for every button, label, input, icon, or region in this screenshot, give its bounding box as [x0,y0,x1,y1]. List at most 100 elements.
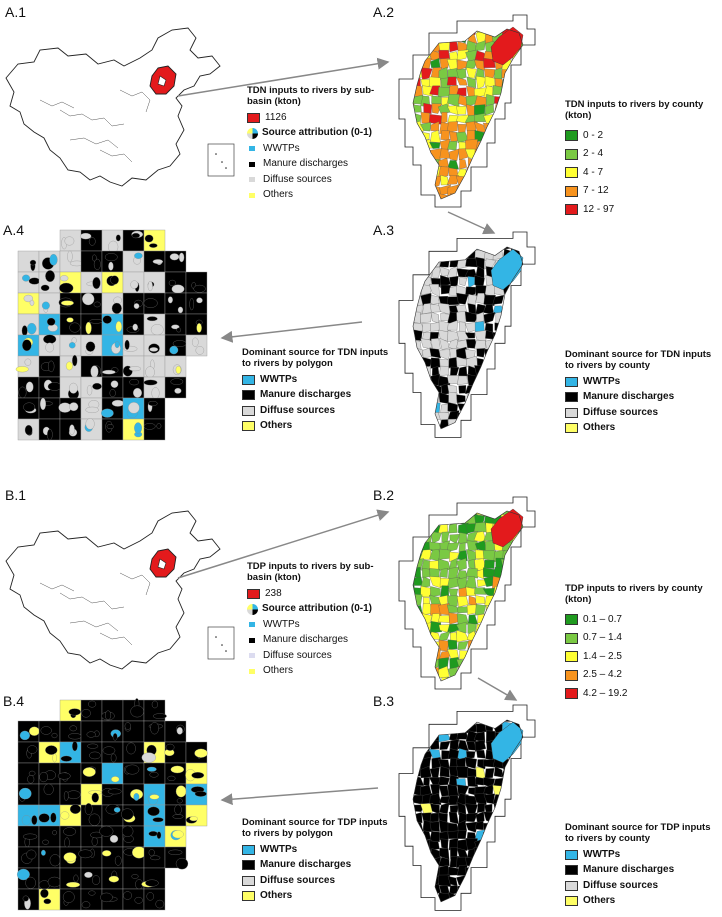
polygon-blob [170,765,185,774]
polygon-blob [141,752,156,763]
county-cell [447,595,458,607]
polygon-blob [123,891,132,900]
swatch-others [242,421,255,432]
swatch-others [249,668,255,674]
highlight-region [490,248,524,291]
swatch-manure [565,392,578,403]
polygon-blob [167,296,173,304]
polygon-blob [172,830,184,839]
county-cell [447,105,459,116]
county-cell [447,320,458,331]
county-cell [431,103,442,114]
polygon-blob [45,745,58,755]
region-outline [398,231,536,438]
county-cell [457,375,469,385]
polygon-blob [49,254,58,266]
swatch-manure [565,865,578,876]
legend-item: Others [260,890,293,902]
polygon-blob [23,833,38,840]
polygon-blob [109,389,116,398]
polygon-blob [149,771,159,778]
swatch-manure [242,390,255,401]
county-cell [447,160,459,170]
panel-label-a4: A.4 [3,222,25,238]
polygon-blob [121,808,134,820]
swatch-class-2 [565,632,578,644]
county-cell [484,103,494,116]
county-cell [420,585,433,598]
polygon-blob [132,323,138,331]
polygon-blob [57,772,71,780]
polygon-blob [87,743,99,749]
polygon-blob [72,354,78,367]
county-cell [459,277,468,286]
polygon-blob [84,871,93,878]
swatch-class-5 [565,204,578,216]
legend-item: Diffuse sources [260,874,336,886]
polygon-blob [144,234,154,243]
polygon-blob [93,258,101,270]
polygon-blob [111,776,120,783]
legend-tdn-county: TDN inputs to rivers by county (kton) 0 … [565,99,720,216]
county-cell [465,286,478,297]
polygon-blob [124,722,131,730]
swatch-class-3 [565,167,578,179]
swatch-diffuse [242,875,255,886]
polygon-blob [196,323,202,333]
arrow-b1-b2 [177,509,390,579]
arrow-b2-b3 [477,677,518,701]
polygon-blob [46,317,56,326]
polygon-blob [109,834,119,843]
polygon-blob [60,275,69,282]
polygon-blob [99,825,114,837]
land-outline [412,719,524,903]
polygon-blob [88,813,101,826]
polygon-blob [176,727,183,735]
county-cell [430,357,441,369]
polygon-blob [131,233,140,239]
polygon-blob [113,807,121,813]
swatch-diffuse [249,653,255,659]
panel-label-b3: B.3 [373,693,395,709]
china-map-b1 [5,510,235,670]
legend-item: WWTPs [260,373,298,385]
polygon-blob [174,804,182,815]
attribution-title: Source attribution (0-1) [262,603,373,615]
polygon-blob [27,745,38,754]
county-cell [429,576,442,589]
county-cell [430,121,440,132]
polygon-blob [25,876,36,889]
county-cell [420,765,432,779]
county-cell [430,531,442,544]
polygon-blob [171,324,180,330]
polygon-blob [66,317,74,323]
county-cell [474,604,487,616]
county-cell [465,59,478,70]
polygon-blob [146,892,154,901]
legend-title: TDP inputs to rivers by sub-basin (kton) [247,561,374,583]
polygon-blob [45,270,55,282]
county-cell [420,576,431,589]
polygon-blob [69,402,79,412]
county-cell [420,803,433,814]
county-cell [456,87,467,97]
legend-item: 1.4 – 2.5 [583,650,622,662]
swatch-diffuse [249,177,255,183]
polygon-blob [86,385,93,396]
tdp-dominant-polygon-map [16,698,208,911]
county-cell [420,312,432,324]
legend-item: Diffuse sources [260,404,336,416]
polygon-blob [64,236,75,246]
county-cell [464,756,477,769]
polygon-blob [24,424,33,436]
county-cell [457,532,468,544]
polygon-cells [16,698,208,911]
polygon-blob [124,339,130,350]
polygon-blob [156,423,162,429]
county-cell [483,294,496,306]
polygon-blob [93,301,101,308]
polygon-blob [69,424,75,435]
legend-title-line2: to rivers by county [565,359,650,371]
polygon-blob [50,812,57,823]
county-cell [439,766,450,778]
